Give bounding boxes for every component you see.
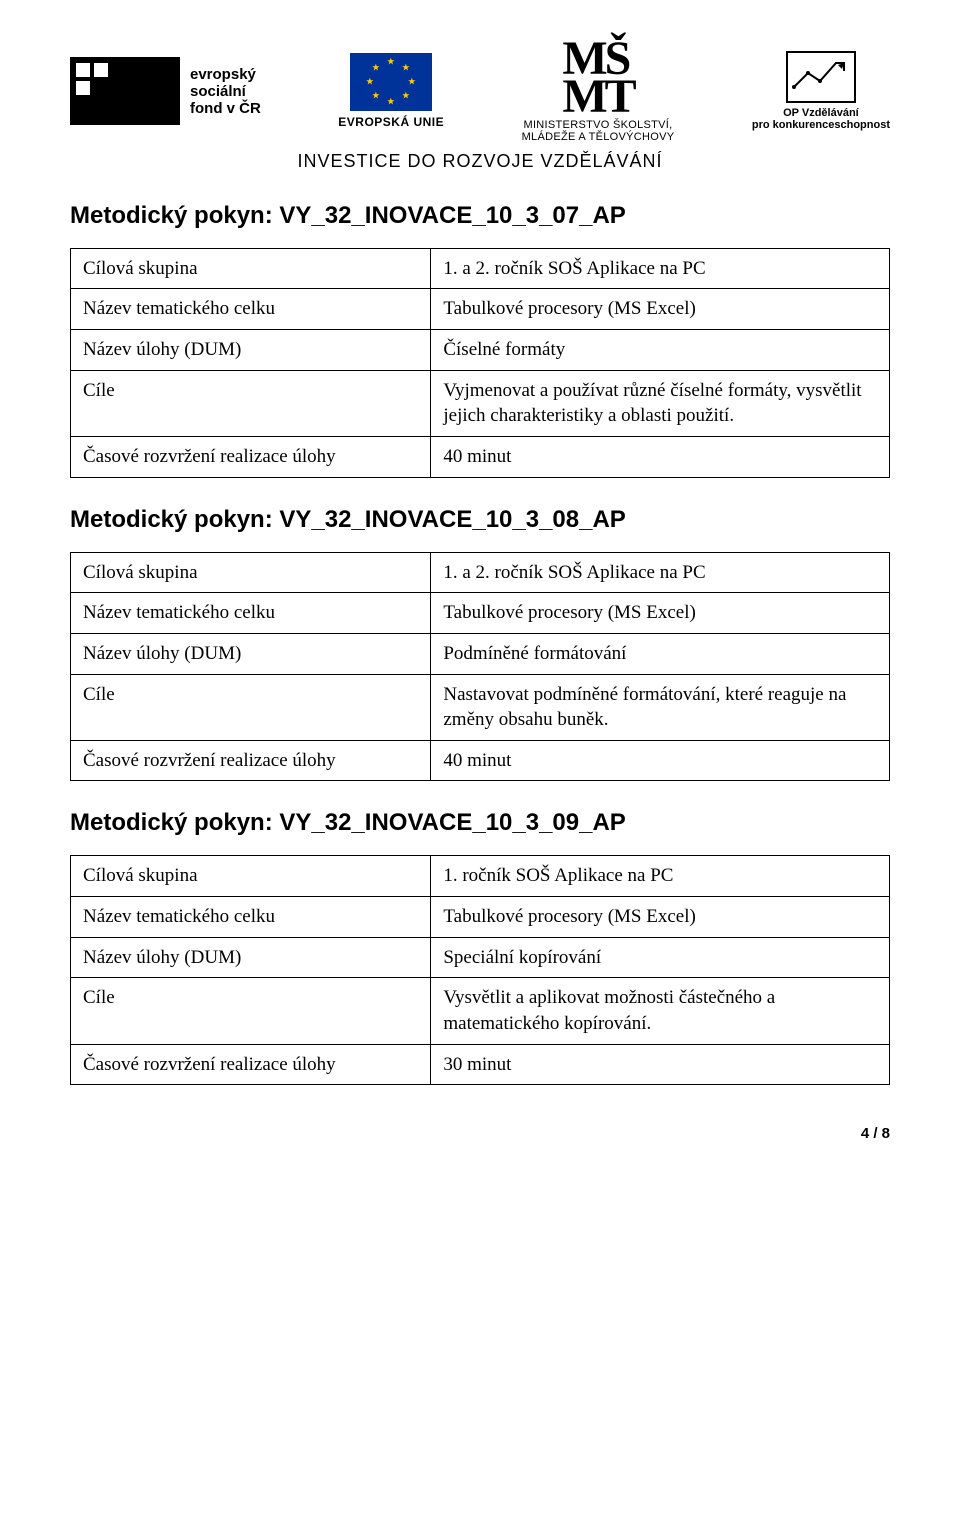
- table-row: Cílová skupina1. a 2. ročník SOŠ Aplikac…: [71, 248, 890, 289]
- esf-line3: fond v ČR: [190, 100, 261, 117]
- field-label: Název úlohy (DUM): [71, 937, 431, 978]
- field-label: Název úlohy (DUM): [71, 633, 431, 674]
- esf-line2: sociální: [190, 83, 261, 100]
- table-row: Název tematického celkuTabulkové proceso…: [71, 289, 890, 330]
- field-label: Název úlohy (DUM): [71, 330, 431, 371]
- field-label: Cílová skupina: [71, 552, 431, 593]
- field-label: Časové rozvržení realizace úlohy: [71, 740, 431, 781]
- table-row: Název úlohy (DUM)Číselné formáty: [71, 330, 890, 371]
- msmt-icon: MŠMT: [562, 40, 633, 117]
- field-value: 40 minut: [431, 436, 890, 477]
- table-row: Časové rozvržení realizace úlohy40 minut: [71, 740, 890, 781]
- table-row: CíleVyjmenovat a používat různé číselné …: [71, 370, 890, 436]
- table-row: Název tematického celkuTabulkové proceso…: [71, 593, 890, 634]
- field-value: Tabulkové procesory (MS Excel): [431, 593, 890, 634]
- section-title: Metodický pokyn: VY_32_INOVACE_10_3_09_A…: [70, 809, 890, 837]
- table-row: Časové rozvržení realizace úlohy30 minut: [71, 1044, 890, 1085]
- page-number: 4 / 8: [70, 1125, 890, 1142]
- field-label: Cíle: [71, 370, 431, 436]
- section-title: Metodický pokyn: VY_32_INOVACE_10_3_08_A…: [70, 506, 890, 534]
- field-label: Cíle: [71, 674, 431, 740]
- eu-flag-icon: ★ ★ ★ ★ ★ ★ ★ ★: [350, 53, 432, 111]
- eu-logo: ★ ★ ★ ★ ★ ★ ★ ★ EVROPSKÁ UNIE: [338, 53, 444, 129]
- eu-label: EVROPSKÁ UNIE: [338, 115, 444, 129]
- table-row: CíleVysvětlit a aplikovat možnosti částe…: [71, 978, 890, 1044]
- field-value: 40 minut: [431, 740, 890, 781]
- esf-line1: evropský: [190, 66, 261, 83]
- field-value: Tabulkové procesory (MS Excel): [431, 289, 890, 330]
- field-value: Podmíněné formátování: [431, 633, 890, 674]
- tagline: INVESTICE DO ROZVOJE VZDĚLÁVÁNÍ: [70, 151, 890, 172]
- op-logo: OP Vzdělávání pro konkurenceschopnost: [752, 51, 890, 131]
- field-label: Název tematického celku: [71, 897, 431, 938]
- msmt-logo: MŠMT MINISTERSTVO ŠKOLSTVÍ, MLÁDEŽE A TĚ…: [522, 40, 675, 143]
- metadata-table: Cílová skupina1. ročník SOŠ Aplikace na …: [70, 855, 890, 1085]
- esf-logo: evropský sociální fond v ČR: [70, 57, 261, 125]
- table-row: Cílová skupina1. a 2. ročník SOŠ Aplikac…: [71, 552, 890, 593]
- field-label: Cílová skupina: [71, 248, 431, 289]
- table-row: Název úlohy (DUM)Speciální kopírování: [71, 937, 890, 978]
- field-value: Vyjmenovat a používat různé číselné form…: [431, 370, 890, 436]
- field-label: Časové rozvržení realizace úlohy: [71, 1044, 431, 1085]
- field-value: Číselné formáty: [431, 330, 890, 371]
- op-icon: [786, 51, 856, 103]
- field-label: Cíle: [71, 978, 431, 1044]
- field-value: Speciální kopírování: [431, 937, 890, 978]
- table-row: CíleNastavovat podmíněné formátování, kt…: [71, 674, 890, 740]
- section-title: Metodický pokyn: VY_32_INOVACE_10_3_07_A…: [70, 202, 890, 230]
- msmt-line2: MLÁDEŽE A TĚLOVÝCHOVY: [522, 131, 675, 143]
- field-label: Název tematického celku: [71, 289, 431, 330]
- field-value: Nastavovat podmíněné formátování, které …: [431, 674, 890, 740]
- op-line2: pro konkurenceschopnost: [752, 119, 890, 131]
- esf-text: evropský sociální fond v ČR: [190, 66, 261, 118]
- field-value: 1. ročník SOŠ Aplikace na PC: [431, 856, 890, 897]
- field-value: 1. a 2. ročník SOŠ Aplikace na PC: [431, 552, 890, 593]
- table-row: Časové rozvržení realizace úlohy40 minut: [71, 436, 890, 477]
- field-label: Název tematického celku: [71, 593, 431, 634]
- table-row: Název tematického celkuTabulkové proceso…: [71, 897, 890, 938]
- field-value: 1. a 2. ročník SOŠ Aplikace na PC: [431, 248, 890, 289]
- table-row: Cílová skupina1. ročník SOŠ Aplikace na …: [71, 856, 890, 897]
- field-value: Tabulkové procesory (MS Excel): [431, 897, 890, 938]
- metadata-table: Cílová skupina1. a 2. ročník SOŠ Aplikac…: [70, 552, 890, 782]
- field-label: Cílová skupina: [71, 856, 431, 897]
- field-value: Vysvětlit a aplikovat možnosti částečnéh…: [431, 978, 890, 1044]
- field-label: Časové rozvržení realizace úlohy: [71, 436, 431, 477]
- header-logos: evropský sociální fond v ČR ★ ★ ★ ★ ★ ★ …: [70, 40, 890, 143]
- field-value: 30 minut: [431, 1044, 890, 1085]
- table-row: Název úlohy (DUM)Podmíněné formátování: [71, 633, 890, 674]
- op-line1: OP Vzdělávání: [783, 107, 859, 119]
- metadata-table: Cílová skupina1. a 2. ročník SOŠ Aplikac…: [70, 248, 890, 478]
- esf-icon: [70, 57, 180, 125]
